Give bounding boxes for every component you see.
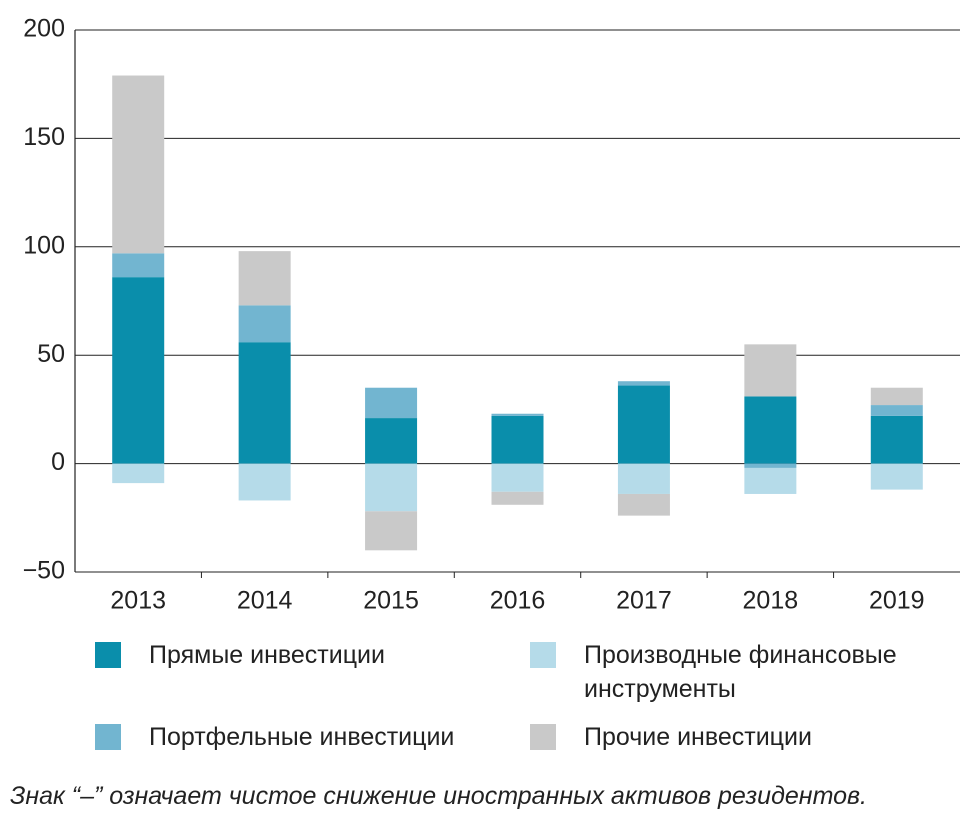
bar-segment xyxy=(617,385,670,464)
y-tick-label: 0 xyxy=(51,448,65,476)
bar-segment xyxy=(491,491,544,505)
footnote: Знак “–” означает чистое снижение иностр… xyxy=(10,782,868,810)
y-tick-label: 200 xyxy=(23,15,65,43)
x-tick-label: 2017 xyxy=(616,587,672,615)
bar-segment xyxy=(870,415,923,464)
bar-segment xyxy=(112,277,165,464)
bar-segment xyxy=(744,463,797,468)
bar-segment xyxy=(870,387,923,406)
chart: −50 0 50 100 150 200 2013 2014 2015 2016 2017 2018 2… xyxy=(23,15,960,615)
bar-segment xyxy=(617,381,670,386)
x-tick-label: 2015 xyxy=(363,587,419,615)
y-tick-label: 150 xyxy=(23,123,65,151)
legend-swatch xyxy=(95,642,121,668)
bar-segment xyxy=(112,253,165,278)
bar-segment xyxy=(238,463,291,501)
legend-label: Портфельные инвестиции xyxy=(149,723,455,751)
bar-segment xyxy=(238,305,291,343)
y-tick-label: 100 xyxy=(23,231,65,259)
bar-segment xyxy=(365,511,418,551)
legend-swatch xyxy=(95,724,121,750)
x-tick-label: 2018 xyxy=(743,587,799,615)
bar-segment xyxy=(617,463,670,494)
bar-segment xyxy=(870,463,923,490)
legend-swatch xyxy=(530,724,556,750)
bar-segment xyxy=(365,418,418,464)
legend-item: Прочие инвестиции xyxy=(530,720,930,754)
bar-segment xyxy=(365,387,418,419)
bar-segment xyxy=(238,251,291,306)
bar-segment xyxy=(744,396,797,464)
legend-label: Производные финансовые инструменты xyxy=(584,641,897,703)
x-tick-label: 2013 xyxy=(110,587,166,615)
legend-label: Прочие инвестиции xyxy=(584,723,812,751)
legend-label: Прямые инвестиции xyxy=(149,641,385,669)
x-tick-label: 2014 xyxy=(237,587,293,615)
bar-segment xyxy=(491,415,544,464)
legend-item: Портфельные инвестиции xyxy=(95,720,515,754)
y-tick-label: −50 xyxy=(23,557,65,585)
bar-segment xyxy=(238,342,291,464)
bar-segment xyxy=(112,463,165,484)
legend-item: Прямые инвестиции xyxy=(95,638,515,672)
bar-segment xyxy=(744,467,797,494)
x-tick-label: 2019 xyxy=(869,587,925,615)
bar-segment xyxy=(365,463,418,512)
legend-swatch xyxy=(530,642,556,668)
bar-segment xyxy=(491,413,544,416)
bar-segment xyxy=(870,405,923,416)
legend: Прямые инвестиции Портфельные инвестиции П… xyxy=(0,630,980,760)
bar-segment xyxy=(491,463,544,492)
legend-item: Производные финансовые инструменты xyxy=(530,638,930,706)
bar-segment xyxy=(112,75,165,254)
x-tick-label: 2016 xyxy=(490,587,546,615)
y-tick-label: 50 xyxy=(37,340,65,368)
bar-segment xyxy=(744,344,797,397)
bar-segment xyxy=(617,493,670,516)
